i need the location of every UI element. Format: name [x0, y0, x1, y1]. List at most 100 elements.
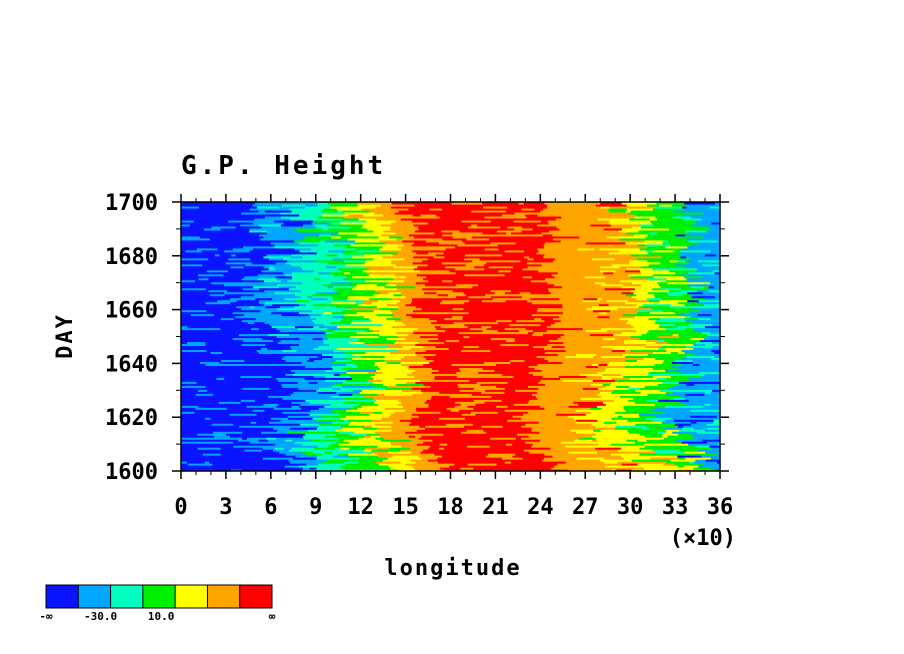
heatmap-cell	[372, 397, 405, 400]
heatmap-cell	[429, 323, 454, 327]
heatmap-cell	[506, 397, 539, 400]
heatmap-cell	[658, 387, 670, 390]
heatmap-cell	[681, 447, 712, 450]
heatmap-cell	[514, 429, 533, 432]
heatmap-cell	[509, 215, 528, 219]
heatmap-cell	[422, 287, 446, 291]
heatmap-cell	[513, 265, 529, 269]
heatmap-cell	[570, 301, 585, 305]
heatmap-cell	[423, 345, 436, 349]
heatmap-cell	[692, 433, 719, 436]
heatmap-cell	[203, 307, 225, 311]
heatmap-cell	[598, 325, 613, 329]
heatmap-cell	[416, 311, 440, 315]
heatmap-cell	[566, 227, 576, 231]
heatmap-cell	[633, 443, 645, 446]
heatmap-cell	[386, 317, 402, 321]
heatmap-cell	[671, 417, 687, 420]
heatmap-cell	[585, 407, 591, 410]
heatmap-cell	[303, 413, 311, 416]
heatmap-cell	[238, 357, 252, 361]
heatmap-cell	[507, 421, 540, 424]
heatmap-cell	[181, 289, 210, 293]
heatmap-cell	[466, 395, 493, 398]
heatmap-cell	[189, 369, 197, 372]
heatmap-cell	[362, 235, 380, 239]
heatmap-cell	[604, 343, 610, 347]
heatmap-cell	[568, 299, 583, 303]
heatmap-cell	[544, 245, 558, 249]
heatmap-cell	[462, 315, 473, 319]
heatmap-cell	[582, 315, 589, 319]
heatmap-cell	[631, 367, 654, 370]
heatmap-cell	[635, 213, 657, 217]
heatmap-cell	[694, 277, 716, 281]
heatmap-cell	[425, 202, 443, 205]
heatmap-cell	[235, 315, 255, 319]
heatmap-cell	[458, 443, 474, 446]
heatmap-cell	[418, 227, 438, 231]
heatmap-cell	[648, 329, 664, 333]
heatmap-cell	[202, 263, 234, 267]
heatmap-cell	[605, 367, 633, 370]
heatmap-cell	[251, 389, 262, 392]
heatmap-cell	[367, 379, 383, 382]
heatmap-cell	[634, 441, 641, 444]
heatmap-cell	[500, 309, 532, 313]
heatmap-cell	[662, 415, 691, 418]
heatmap-cell	[467, 305, 485, 309]
heatmap-cell	[431, 395, 451, 398]
heatmap-cell	[643, 357, 656, 361]
heatmap-cell	[371, 313, 378, 317]
heatmap-cell	[572, 453, 593, 456]
heatmap-cell	[692, 417, 705, 420]
heatmap-cell	[332, 431, 340, 434]
heatmap-cell	[283, 365, 306, 368]
heatmap-cell	[272, 415, 289, 418]
heatmap-cell	[443, 251, 450, 255]
heatmap-cell	[481, 211, 491, 215]
heatmap-cell	[656, 377, 667, 380]
heatmap-cell	[684, 351, 715, 355]
heatmap-cell	[285, 445, 301, 448]
heatmap-cell	[686, 205, 705, 209]
heatmap-cell	[331, 443, 340, 446]
heatmap-cell	[652, 267, 678, 271]
heatmap-cell	[585, 365, 599, 368]
heatmap-cell	[699, 391, 706, 394]
heatmap-cell	[703, 205, 711, 209]
heatmap-cell	[457, 441, 487, 444]
heatmap-cell	[255, 317, 274, 321]
heatmap-cell	[427, 271, 457, 275]
heatmap-cell	[356, 249, 381, 253]
heatmap-cell	[282, 385, 304, 388]
heatmap-cell	[677, 283, 688, 287]
heatmap-cell	[552, 327, 584, 331]
heatmap-cell	[361, 397, 374, 400]
heatmap-cell	[620, 263, 636, 267]
heatmap-cell	[622, 225, 633, 229]
heatmap-cell	[423, 231, 436, 235]
heatmap-cell	[350, 321, 379, 325]
heatmap-cell	[229, 435, 246, 438]
heatmap-cell	[277, 465, 286, 468]
heatmap-cell	[619, 279, 643, 283]
heatmap-cell	[247, 379, 279, 382]
heatmap-cell	[380, 367, 391, 370]
heatmap-cell	[197, 285, 229, 289]
heatmap-cell	[181, 287, 193, 291]
heatmap-cell	[627, 429, 653, 432]
heatmap-cell	[364, 217, 377, 221]
heatmap-cell	[340, 247, 357, 251]
heatmap-cell	[281, 357, 310, 361]
heatmap-cell	[181, 203, 195, 207]
heatmap-cell	[496, 405, 509, 408]
heatmap-cell	[369, 253, 394, 257]
heatmap-cell	[283, 369, 292, 372]
heatmap-cell	[374, 363, 402, 366]
heatmap-cell	[181, 349, 207, 353]
heatmap-cell	[264, 427, 274, 430]
heatmap-cell	[400, 247, 417, 251]
heatmap-cell	[562, 361, 568, 364]
heatmap-cell	[465, 347, 483, 351]
